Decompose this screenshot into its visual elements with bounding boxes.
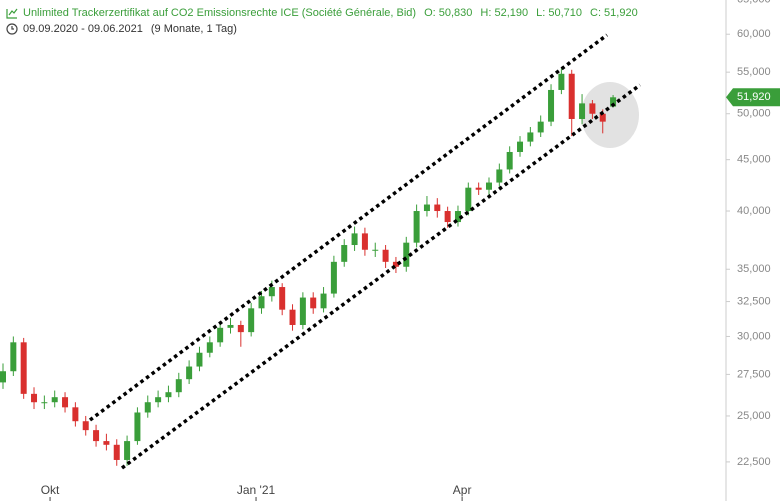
candle-body <box>175 379 182 393</box>
y-tick-label: 27,500 <box>737 368 771 380</box>
y-tick-label: 32,500 <box>737 295 771 307</box>
candle-body <box>527 132 534 142</box>
clock-icon <box>6 23 18 35</box>
y-tick-label: 25,000 <box>737 410 771 422</box>
period: (9 Monate, 1 Tag) <box>151 23 237 35</box>
candle-body <box>103 441 110 445</box>
candle-body <box>62 397 69 408</box>
candle-body <box>186 366 193 380</box>
channel-lines <box>88 33 642 470</box>
y-tick-label: 60,000 <box>737 28 771 40</box>
candle-body <box>537 121 544 133</box>
y-tick-label: 35,000 <box>737 263 771 275</box>
candle-body <box>496 169 503 183</box>
candle-body <box>475 187 482 190</box>
candles <box>0 68 617 466</box>
candle-body <box>0 371 6 383</box>
candle-body <box>444 211 451 223</box>
candle-body <box>237 324 244 333</box>
date-range: 09.09.2020 - 09.06.2021 <box>23 23 143 35</box>
candle-body <box>568 73 575 119</box>
candle-body <box>330 261 337 294</box>
candle-body <box>413 211 420 243</box>
candle-body <box>124 441 131 460</box>
candle-body <box>113 444 120 460</box>
candle-body <box>599 113 606 122</box>
candle-body <box>51 397 58 403</box>
ohlc-label: O: 50,830 <box>424 7 472 19</box>
candle-body <box>279 287 286 310</box>
ohlc-info: O: 50,830 H: 52,190 L: 50,710 C: 51,920 <box>424 7 638 19</box>
candle-body <box>351 233 358 246</box>
candle-body <box>506 151 513 170</box>
candle-body <box>392 261 399 267</box>
candle-body <box>465 187 472 212</box>
candle-body <box>403 242 410 267</box>
candle-body <box>41 402 48 404</box>
price-tag <box>726 88 780 107</box>
candle-body <box>548 89 555 122</box>
candle-body <box>134 412 141 442</box>
y-tick-label: 65,000 <box>737 0 771 5</box>
candle-body <box>434 204 441 212</box>
price-tag-label: 51,920 <box>737 91 771 103</box>
candle-body <box>289 309 296 325</box>
candle-body <box>372 249 379 251</box>
candle-body <box>82 421 89 431</box>
candle-body <box>155 397 162 403</box>
candle-body <box>196 352 203 367</box>
ohlc-label: H: 52,190 <box>480 7 528 19</box>
chart-icon <box>6 8 18 19</box>
ohlc-label: C: 51,920 <box>590 7 638 19</box>
y-tick-label: 50,000 <box>737 108 771 120</box>
candle-body <box>268 287 275 297</box>
candle-body <box>558 73 565 90</box>
candle-body <box>485 182 492 190</box>
candle-body <box>517 141 524 152</box>
instrument-title: Unlimited Trackerzertifikat auf CO2 Emis… <box>23 7 416 19</box>
x-tick-label: Jan '21 <box>237 483 276 497</box>
candle-body <box>258 296 265 309</box>
y-tick-label: 22,500 <box>737 456 771 468</box>
candle-body <box>72 407 79 422</box>
x-tick-label: Okt <box>41 483 60 497</box>
candle-body <box>31 393 38 403</box>
candle-body <box>206 342 213 353</box>
candle-body <box>227 324 234 328</box>
candle-body <box>341 245 348 262</box>
candle-body <box>165 392 172 398</box>
candle-body <box>589 103 596 114</box>
candle-body <box>93 430 100 442</box>
candle-body <box>20 342 27 394</box>
candle-body <box>579 103 586 119</box>
candle-body <box>144 402 151 413</box>
candle-body <box>299 297 306 325</box>
candle-body <box>361 233 368 250</box>
ohlc-label: L: 50,710 <box>536 7 582 19</box>
y-tick-label: 40,000 <box>737 205 771 217</box>
candle-body <box>310 297 317 309</box>
y-tick-label: 30,000 <box>737 330 771 342</box>
candle-body <box>10 342 17 372</box>
candle-body <box>320 293 327 309</box>
y-tick-label: 55,000 <box>737 66 771 78</box>
candle-body <box>248 308 255 333</box>
candle-body <box>454 211 461 223</box>
candle-body <box>610 97 617 107</box>
candle-body <box>217 327 224 343</box>
candle-body <box>382 249 389 262</box>
x-tick-label: Apr <box>453 483 472 497</box>
y-tick-label: 45,000 <box>737 154 771 166</box>
candle-body <box>423 204 430 212</box>
